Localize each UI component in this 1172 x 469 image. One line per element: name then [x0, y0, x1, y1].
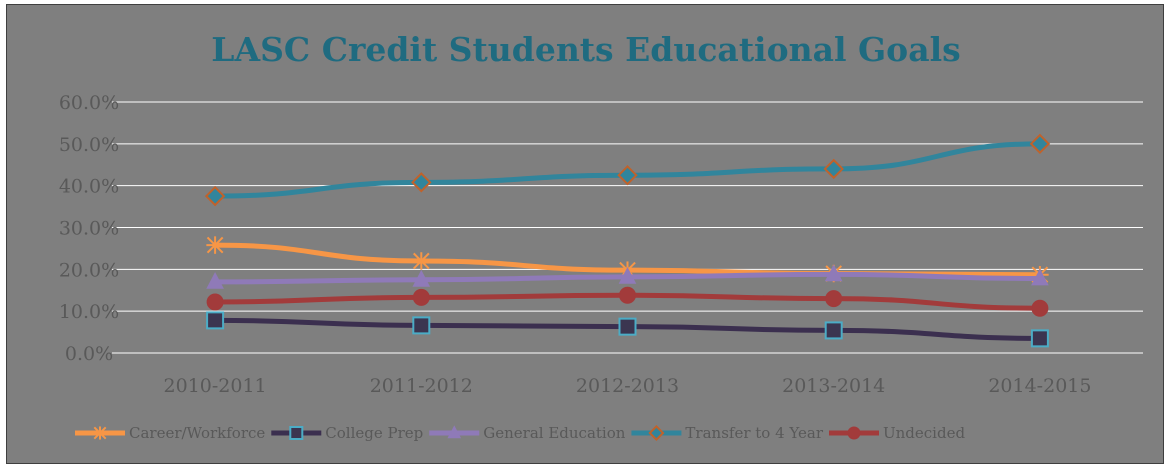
legend: Career/Workforce College Prep General Educ…	[75, 424, 965, 442]
data-point-marker	[648, 424, 665, 442]
y-tick-label: 40.0%	[59, 176, 119, 198]
chart-title: LASC Credit Students Educational Goals	[211, 30, 960, 69]
legend-item: General Education	[429, 424, 626, 442]
y-tick-label: 50.0%	[59, 134, 119, 156]
data-point-marker	[289, 426, 304, 440]
legend-label: Undecided	[883, 424, 965, 442]
data-point-marker	[206, 311, 225, 330]
data-point-marker	[824, 321, 843, 340]
legend-label: Career/Workforce	[129, 424, 265, 442]
gridlines	[112, 101, 1143, 354]
legend-label: Transfer to 4 Year	[685, 424, 823, 442]
data-point-marker	[847, 426, 861, 440]
y-tick-label: 0.0%	[65, 343, 113, 365]
data-point-marker	[618, 266, 637, 284]
data-point-marker	[206, 236, 224, 254]
x-axis-tick-labels: 2010-2011 2011-2012 2012-2013 2013-2014 2014…	[164, 375, 1092, 397]
line-chart: LASC Credit Students Educational Goals 0…	[59, 30, 1143, 442]
data-point-marker	[1030, 329, 1049, 348]
data-point-marker	[412, 288, 430, 306]
legend-item: Undecided	[829, 424, 965, 442]
x-tick-label: 2013-2014	[782, 375, 885, 397]
x-tick-label: 2010-2011	[164, 375, 267, 397]
series-transfer-to-4-year	[204, 133, 1051, 207]
legend-label: College Prep	[325, 424, 423, 442]
data-point-marker	[206, 272, 224, 289]
data-point-marker	[619, 286, 636, 304]
data-point-marker	[618, 317, 637, 336]
data-point-marker	[93, 426, 107, 440]
data-point-marker	[824, 264, 843, 282]
x-tick-label: 2011-2012	[370, 375, 473, 397]
x-tick-label: 2012-2013	[576, 375, 679, 397]
legend-item: College Prep	[271, 424, 423, 442]
legend-label: General Education	[483, 424, 625, 442]
x-tick-label: 2014-2015	[988, 375, 1091, 397]
data-point-marker	[206, 293, 224, 311]
legend-item: Transfer to 4 Year	[631, 424, 824, 442]
data-point-marker	[412, 269, 431, 287]
data-point-marker	[411, 172, 432, 193]
legend-item: Career/Workforce	[75, 424, 265, 442]
data-point-marker	[1029, 133, 1051, 155]
y-tick-label: 10.0%	[59, 301, 119, 323]
y-tick-label: 20.0%	[59, 259, 119, 281]
data-point-marker	[1031, 268, 1049, 286]
chart-area: LASC Credit Students Educational Goals 0…	[6, 4, 1164, 464]
series-general-education	[206, 264, 1049, 289]
data-point-marker	[412, 252, 431, 270]
y-axis-tick-labels: 0.0% 10.0% 20.0% 30.0% 40.0% 50.0% 60.0%	[59, 92, 119, 365]
data-point-marker	[1031, 299, 1049, 317]
series-lines	[204, 133, 1051, 348]
data-point-marker	[617, 164, 638, 186]
series-undecided	[206, 286, 1049, 317]
series-college-prep	[206, 311, 1049, 348]
data-point-marker	[447, 425, 462, 439]
data-point-marker	[412, 316, 431, 335]
data-point-marker	[825, 290, 843, 308]
data-point-marker	[823, 158, 844, 180]
data-point-marker	[204, 185, 226, 207]
y-tick-label: 60.0%	[59, 92, 119, 114]
y-tick-label: 30.0%	[59, 218, 119, 240]
